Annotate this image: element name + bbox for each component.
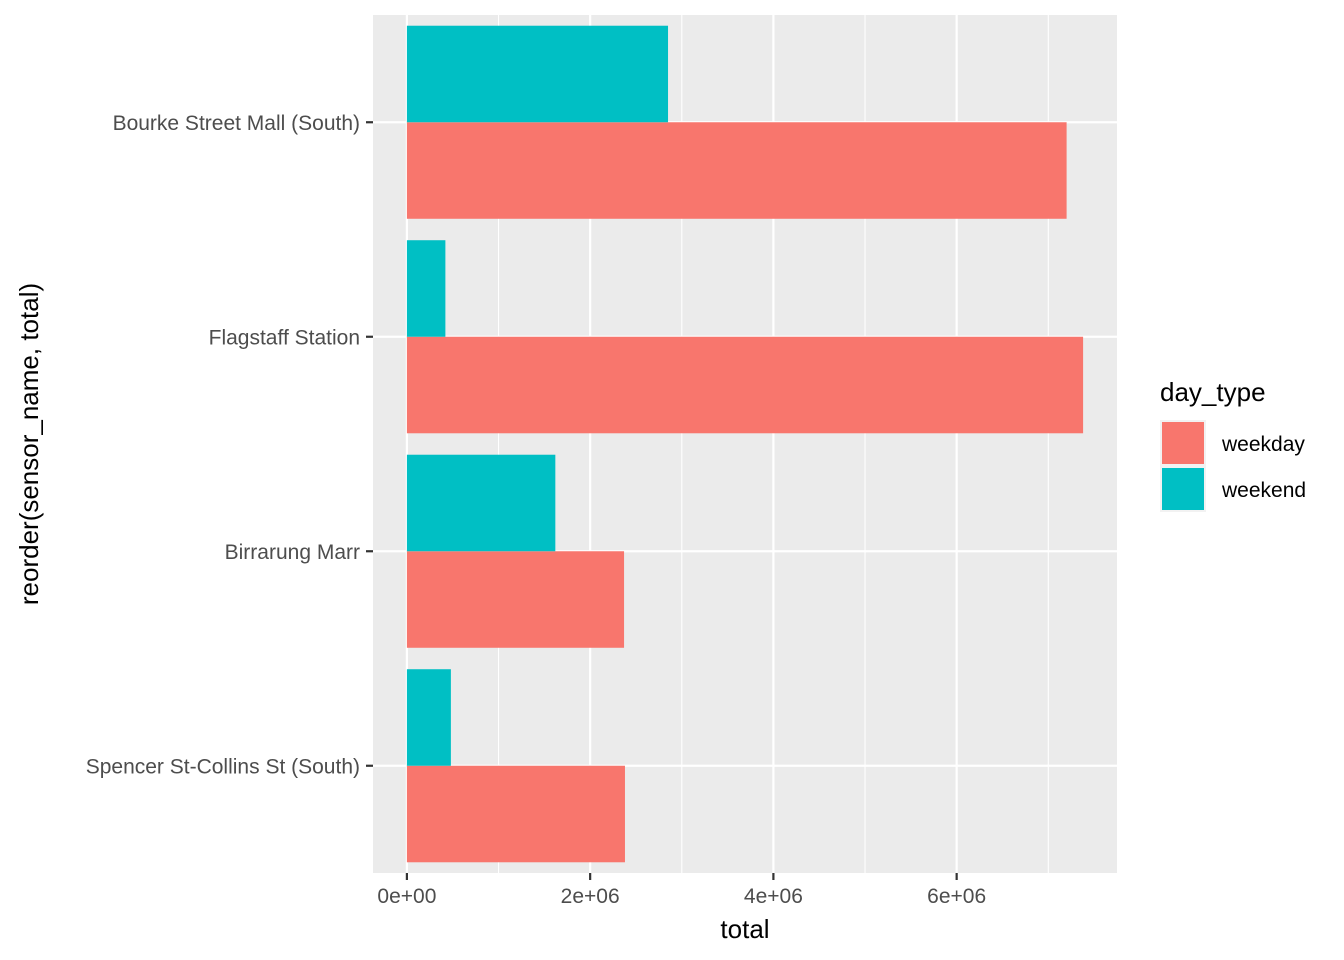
x-tick-label: 2e+06 — [561, 885, 620, 908]
bar-weekday — [406, 122, 1067, 219]
bar-weekday — [406, 765, 625, 863]
y-tick-label: Birrarung Marr — [225, 541, 360, 564]
y-tick-label: Bourke Street Mall (South) — [113, 112, 360, 135]
legend-label-weekend: weekend — [1221, 479, 1306, 502]
x-tick-label: 4e+06 — [744, 885, 803, 908]
bar-weekend — [406, 669, 451, 766]
x-axis: 0e+00 2e+06 4e+06 6e+06 — [377, 873, 986, 908]
x-tick-label: 0e+00 — [377, 885, 436, 908]
legend: day_type weekday weekend — [1160, 377, 1306, 512]
legend-key-weekday — [1162, 422, 1204, 464]
y-tick-label: Spencer St-Collins St (South) — [86, 755, 360, 778]
bar-weekday — [406, 551, 625, 648]
legend-label-weekday: weekday — [1221, 433, 1305, 456]
bar-weekday — [406, 336, 1084, 434]
y-axis-title: reorder(sensor_name, total) — [14, 283, 44, 605]
bar-weekend — [406, 25, 669, 123]
y-axis: Bourke Street Mall (South) Flagstaff Stat… — [86, 112, 373, 778]
legend-key-weekend — [1162, 468, 1204, 510]
x-tick-label: 6e+06 — [927, 885, 986, 908]
y-tick-label: Flagstaff Station — [209, 326, 360, 349]
x-axis-title: total — [720, 914, 769, 944]
bar-weekend — [406, 240, 446, 337]
bar-weekend — [406, 454, 556, 552]
bars — [406, 25, 1084, 863]
legend-title: day_type — [1160, 377, 1266, 407]
